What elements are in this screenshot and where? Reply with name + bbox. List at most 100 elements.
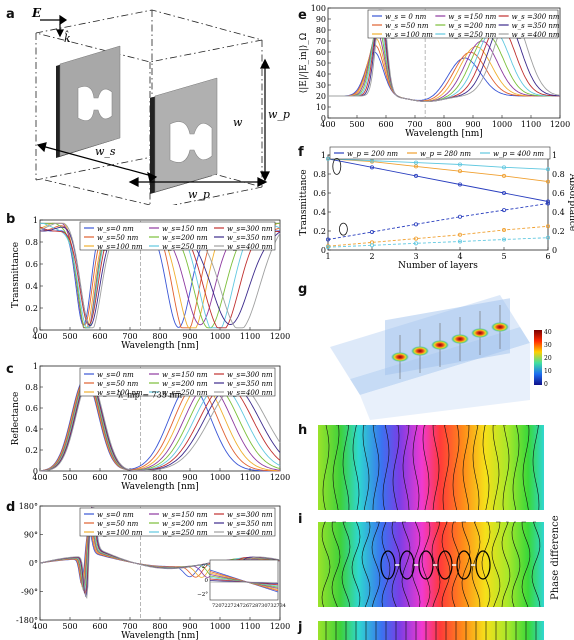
colorbar-tick: 40 [544,329,552,336]
x-tick-label: 1 [325,252,330,261]
legend-box [79,221,276,251]
contour-i [361,521,371,608]
inset-x-tick: 720 [212,603,222,609]
inset-x-tick: 730 [258,603,268,609]
x-tick-label: 500 [349,120,364,129]
legend-entry: w_s=300 nm [227,511,273,519]
contour-i [341,521,351,608]
contour-i [351,521,361,608]
legend-box [329,146,551,160]
x-tick-label: 400 [32,332,47,341]
legend-entry: w_s=400 nm [227,243,273,251]
contour-i [481,521,491,608]
y-axis-label: Transmittance [11,242,21,308]
legend-entry: w_s =100 nm [385,31,433,39]
y-tick-label: 100 [311,4,326,13]
data-point [370,165,375,170]
legend-entry: w_s=50 nm [97,380,139,388]
series-line [327,225,549,247]
x-tick-label: 500 [62,473,77,482]
x-tick-label: 1100 [240,332,260,341]
y-tick-label: 0 [321,246,326,255]
y-tick-label: 0.8 [25,238,38,247]
legend-entry: w_p = 200 nm [347,150,398,158]
data-point [545,179,550,184]
contour-h [482,425,490,511]
contour-h [442,425,450,511]
contour-h [332,425,340,511]
y-tick-label: 0.2 [25,446,38,455]
contour-i [401,521,411,608]
data-point [370,229,375,234]
panel-label-i: i [298,512,303,527]
panel-label-c: c [6,362,14,377]
legend-box [367,9,559,39]
k-vector-label: k̂ [64,31,71,45]
contour-h [432,425,440,511]
x-tick-label: 400 [32,473,47,482]
x-tick-label: 500 [62,332,77,341]
legend-entry: w_s=350 nm [227,520,273,528]
y-tick-label: 0.6 [25,404,38,413]
legend-box [79,507,276,537]
panel-label-j: j [298,620,303,635]
colorbar [534,330,542,385]
contour-i [421,521,431,608]
contour-h [462,425,470,511]
y-tick-label: 1 [33,362,38,371]
field-enhancement-chart: 400 500 600 700 800 900 1000 1100 1200 0 10 20 30 40 5… [299,4,570,139]
data-point [545,201,550,206]
x-tick-label: 700 [122,473,137,482]
legend-entry: w_s=150 nm [162,511,208,519]
inset-x-tick: 722 [221,603,231,609]
y-tick-label: 80 [316,26,326,35]
data-point [457,162,462,167]
x-tick-label: 1200 [550,120,570,129]
legend-entry: w_s=200 nm [162,520,208,528]
legend-entry: w_s=250 nm [162,243,208,251]
contour-i [521,521,531,608]
y-axis-label: Transmittance [299,169,309,235]
x-tick-label: 700 [122,622,137,631]
phase-side-label: Phase difference [550,515,561,600]
data-point [457,214,462,219]
inset-x-tick: 728 [249,603,259,609]
y-tick-label: 90 [316,15,326,24]
x-tick-label: 1100 [240,622,260,631]
hotspot [391,352,409,362]
colorbar-tick: 0 [544,381,548,388]
y-tick-label: 90° [24,531,38,540]
y-tick-label: 40 [316,70,326,79]
legend-entry: w_s =350 nm [512,22,560,30]
x-axis-label: Number of layers [398,261,478,271]
data-point [414,241,419,246]
x-tick-label: 1000 [210,473,230,482]
contour-i [511,521,521,608]
y-tick-label: 10 [316,103,326,112]
contour-i [441,521,451,608]
contour-h [402,425,410,511]
x-tick-label: 4 [457,252,462,261]
contour-h [372,425,380,511]
hotspot [431,340,449,350]
legend-box [79,367,276,397]
y-tick-label-right: 0.8 [552,170,565,179]
contour-h [362,425,370,511]
x-tick-label: 1100 [240,473,260,482]
y-tick-label: 0 [321,114,326,123]
contour-h [492,425,500,511]
legend-entry: w_s =300 nm [512,13,560,21]
data-point [326,237,331,242]
contour-i [531,521,541,608]
x-tick-label: 800 [152,332,167,341]
legend-entry: w_s=0 nm [97,371,134,379]
data-point [457,239,462,244]
field-3d-render: 40 30 20 10 0 [330,295,552,420]
y-tick-label: 0.4 [25,425,38,434]
legend-entry: w_s =250 nm [448,31,496,39]
hotspot [411,346,429,356]
data-point [457,169,462,174]
y-tick-label: 0 [33,326,38,335]
y-tick-label: 0.6 [313,189,326,198]
x-tick-label: 1200 [270,332,290,341]
